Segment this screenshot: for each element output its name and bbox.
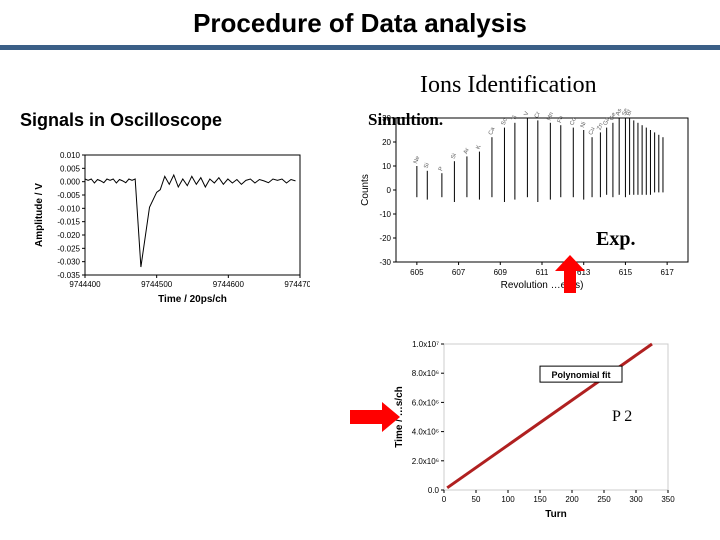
svg-text:9744700: 9744700 [284, 280, 310, 289]
svg-text:615: 615 [619, 268, 633, 277]
svg-text:9744600: 9744600 [213, 280, 245, 289]
svg-text:8.0x10⁶: 8.0x10⁶ [412, 369, 439, 378]
svg-text:10: 10 [382, 162, 391, 171]
oscilloscope-chart: -0.035 -0.030 -0.025 -0.020 -0.015 -0.010 -0.0… [30, 145, 310, 305]
svg-text:2.0x10⁶: 2.0x10⁶ [412, 457, 439, 466]
svg-text:611: 611 [536, 268, 549, 277]
svg-text:K: K [476, 144, 483, 150]
svg-text:0: 0 [442, 495, 447, 504]
svg-text:0.000: 0.000 [60, 178, 81, 187]
svg-text:605: 605 [410, 268, 424, 277]
svg-text:100: 100 [501, 495, 515, 504]
svg-text:-0.035: -0.035 [57, 271, 80, 280]
svg-text:Turn: Turn [545, 509, 566, 520]
svg-text:350: 350 [661, 495, 675, 504]
svg-text:Mn: Mn [547, 112, 555, 122]
svg-text:Ti: Ti [511, 115, 518, 122]
svg-text:150: 150 [533, 495, 547, 504]
svg-text:617: 617 [660, 268, 674, 277]
svg-text:9744400: 9744400 [69, 280, 101, 289]
svg-text:30: 30 [382, 114, 391, 123]
svg-text:300: 300 [629, 495, 643, 504]
ions-identification-label: Ions Identification [420, 72, 597, 99]
svg-text:Ca: Ca [488, 126, 496, 136]
svg-text:0.010: 0.010 [60, 151, 81, 160]
svg-text:4.0x10⁶: 4.0x10⁶ [412, 428, 439, 437]
svg-text:Time / 20ps/ch: Time / 20ps/ch [158, 294, 227, 305]
ions-chart: -30-20-100102030605607609611613615617NeS… [358, 100, 698, 290]
svg-text:20: 20 [382, 138, 391, 147]
svg-text:Si: Si [424, 162, 431, 169]
svg-text:Fe: Fe [557, 115, 565, 124]
svg-text:Sc: Sc [501, 118, 509, 127]
svg-text:Ar: Ar [463, 147, 471, 155]
svg-text:50: 50 [472, 495, 481, 504]
svg-text:Ni: Ni [580, 121, 588, 128]
svg-text:1.0x10⁷: 1.0x10⁷ [412, 340, 439, 349]
svg-text:0.0: 0.0 [428, 486, 440, 495]
svg-text:0.005: 0.005 [60, 164, 81, 173]
svg-text:607: 607 [452, 268, 466, 277]
svg-text:-0.015: -0.015 [57, 218, 80, 227]
svg-text:V: V [524, 111, 531, 117]
arrow-right-icon [350, 402, 400, 432]
svg-text:-0.030: -0.030 [57, 258, 80, 267]
title-underline [0, 45, 720, 50]
svg-text:200: 200 [565, 495, 579, 504]
polyfit-chart: 0.0 2.0x10⁶ 4.0x10⁶ 6.0x10⁶ 8.0x10⁶ 1.0x10⁷ 0 5… [390, 330, 680, 520]
svg-text:-0.025: -0.025 [57, 244, 80, 253]
svg-text:9744500: 9744500 [141, 280, 173, 289]
svg-text:-20: -20 [379, 234, 391, 243]
svg-text:-30: -30 [379, 258, 391, 267]
svg-text:6.0x10⁶: 6.0x10⁶ [412, 398, 439, 407]
svg-text:-0.020: -0.020 [57, 231, 80, 240]
arrow-up-icon [555, 255, 585, 293]
svg-text:Br: Br [626, 109, 634, 117]
svg-text:Cu: Cu [588, 127, 596, 136]
svg-text:P: P [438, 166, 445, 172]
svg-text:Si: Si [451, 153, 458, 160]
svg-text:0: 0 [387, 186, 392, 195]
signals-label: Signals in Oscilloscope [20, 110, 222, 131]
svg-text:Counts: Counts [360, 174, 371, 206]
slide-title: Procedure of Data analysis [0, 0, 720, 39]
svg-text:Ne: Ne [413, 155, 421, 165]
svg-text:Polynomial fit: Polynomial fit [551, 370, 610, 380]
svg-text:250: 250 [597, 495, 611, 504]
svg-text:-0.010: -0.010 [57, 204, 80, 213]
svg-text:-10: -10 [379, 210, 391, 219]
svg-text:609: 609 [494, 268, 508, 277]
svg-text:Amplitude / V: Amplitude / V [34, 183, 45, 247]
svg-text:-0.005: -0.005 [57, 191, 80, 200]
